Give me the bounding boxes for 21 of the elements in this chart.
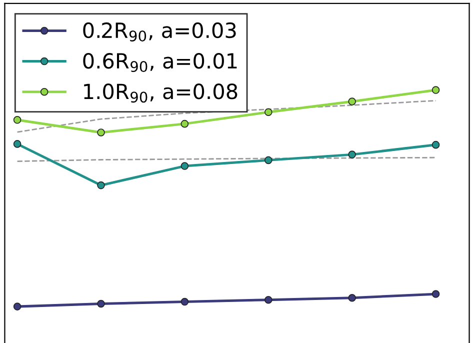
point bbox=[180, 120, 189, 128]
point bbox=[264, 296, 272, 304]
point bbox=[97, 128, 105, 136]
point bbox=[264, 156, 272, 164]
point bbox=[348, 98, 356, 106]
point bbox=[264, 108, 272, 116]
point bbox=[348, 150, 356, 158]
point bbox=[432, 140, 440, 149]
legend-label: 0.6R$_{90}$, a=0.01 bbox=[83, 52, 237, 72]
point bbox=[13, 140, 22, 148]
point bbox=[432, 290, 440, 298]
point bbox=[180, 298, 189, 306]
legend-label: 0.2R$_{90}$, a=0.03 bbox=[83, 22, 236, 42]
point bbox=[97, 300, 105, 308]
point bbox=[97, 181, 105, 190]
point bbox=[13, 302, 22, 310]
point bbox=[348, 294, 356, 302]
point bbox=[180, 162, 189, 170]
legend-label: 1.0R$_{90}$, a=0.08 bbox=[84, 84, 238, 103]
point bbox=[13, 116, 22, 124]
point bbox=[432, 86, 440, 94]
